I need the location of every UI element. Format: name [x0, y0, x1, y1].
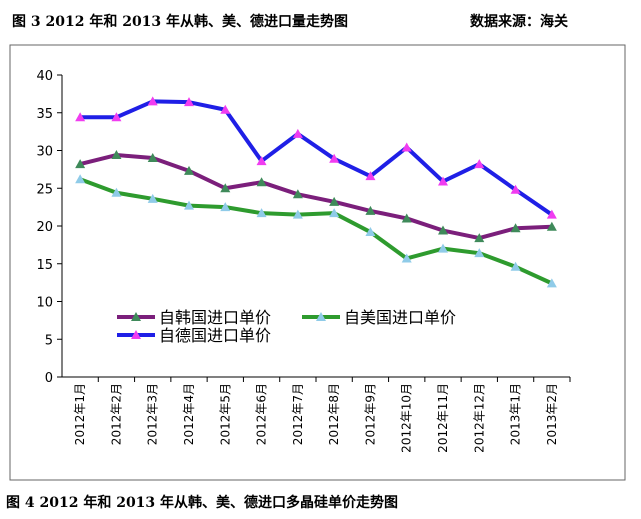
marker: [546, 221, 557, 231]
legend-label: 自韩国进口单价: [159, 308, 271, 327]
marker: [147, 153, 158, 163]
x-tick-label: 2013年2月: [545, 383, 559, 445]
marker: [365, 227, 376, 237]
x-tick-label: 2012年2月: [109, 383, 123, 445]
marker: [256, 156, 267, 166]
legend-label: 自德国进口单价: [159, 326, 271, 345]
x-tick-label: 2012年11月: [436, 383, 450, 453]
series-line: [80, 99, 553, 217]
x-tick-label: 2012年7月: [291, 383, 305, 445]
x-tick-label: 2012年5月: [218, 383, 232, 445]
legend-marker: [131, 312, 141, 321]
y-tick-label: 0: [45, 371, 53, 386]
marker: [510, 184, 521, 194]
marker: [256, 177, 267, 187]
marker: [401, 142, 412, 152]
x-tick-label: 2012年6月: [255, 383, 269, 445]
marker: [401, 213, 412, 223]
marker: [292, 189, 303, 199]
x-tick-label: 2012年10月: [400, 383, 414, 453]
marker: [438, 176, 448, 186]
marker: [220, 183, 231, 193]
marker: [401, 253, 412, 263]
chart-frame: [9, 44, 626, 481]
x-tick-label: 2013年1月: [509, 383, 523, 445]
y-tick-label: 35: [36, 107, 53, 122]
marker: [365, 205, 376, 215]
y-tick-label: 20: [36, 220, 53, 235]
marker: [147, 193, 158, 203]
x-tick-label: 2012年1月: [73, 383, 87, 445]
y-tick-label: 10: [36, 296, 53, 311]
marker: [292, 209, 303, 219]
y-tick-label: 30: [36, 145, 53, 160]
marker: [111, 187, 122, 197]
x-tick-label: 2012年9月: [363, 383, 377, 445]
marker: [184, 97, 194, 107]
x-tick-label: 2012年4月: [182, 383, 196, 445]
marker: [474, 159, 485, 169]
marker: [546, 278, 557, 288]
y-tick-label: 5: [45, 333, 53, 348]
marker: [292, 128, 303, 138]
marker: [220, 202, 231, 212]
series-line: [79, 177, 553, 286]
marker: [111, 150, 122, 160]
marker: [75, 174, 86, 184]
marker: [438, 243, 448, 253]
x-tick-label: 2012年3月: [146, 383, 160, 445]
marker: [220, 104, 231, 114]
legend-marker: [316, 312, 326, 321]
marker: [184, 165, 194, 175]
caption: 图 3 2012 年和 2013 年从韩、美、德进口量走势图: [12, 13, 348, 30]
legend-label: 自美国进口单价: [344, 308, 456, 327]
marker: [184, 200, 194, 210]
marker: [329, 208, 340, 218]
source: 数据来源：海关: [470, 13, 568, 30]
marker: [75, 159, 86, 169]
marker: [510, 261, 521, 271]
x-tick-label: 2012年12月: [472, 383, 486, 453]
marker: [147, 96, 158, 106]
y-tick-label: 15: [36, 258, 53, 273]
caption: 图 4 2012 年和 2013 年从韩、美、德进口多晶硅单价走势图: [6, 494, 398, 511]
marker: [256, 208, 267, 218]
series-line: [79, 153, 552, 241]
marker: [438, 225, 448, 235]
y-tick-label: 40: [36, 69, 53, 84]
marker: [474, 248, 485, 258]
marker: [111, 112, 122, 122]
marker: [510, 223, 521, 233]
marker: [329, 196, 340, 206]
marker: [75, 112, 86, 122]
marker: [474, 233, 485, 243]
x-tick-label: 2012年8月: [327, 383, 341, 445]
y-tick-label: 25: [36, 182, 53, 197]
marker: [329, 153, 340, 163]
marker: [546, 209, 557, 219]
marker: [365, 171, 376, 181]
legend-marker: [131, 330, 141, 339]
